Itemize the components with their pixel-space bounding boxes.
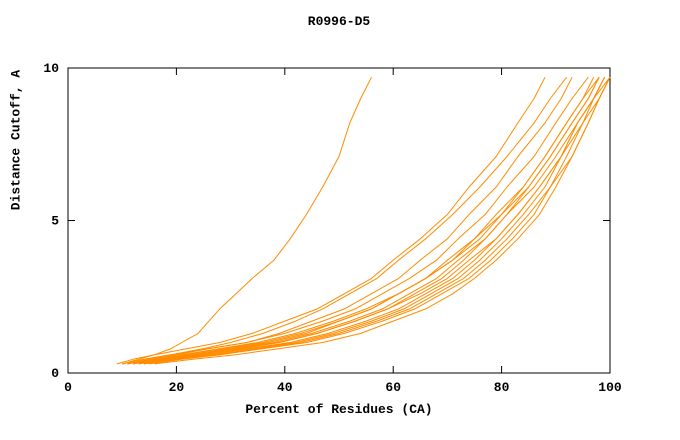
curve-12 xyxy=(149,76,611,365)
curve-6 xyxy=(122,76,589,365)
curve-7 xyxy=(138,76,600,365)
x-axis-label: Percent of Residues (CA) xyxy=(245,402,433,417)
curve-1 xyxy=(122,76,372,365)
curve-2 xyxy=(122,76,567,365)
curve-3 xyxy=(116,76,546,365)
x-tick-label: 40 xyxy=(277,380,293,395)
y-tick-label: 5 xyxy=(51,214,59,229)
curve-14 xyxy=(143,76,611,365)
chart-title: R0996-D5 xyxy=(307,14,371,29)
y-axis-label: Distance Cutoff, A xyxy=(8,69,24,211)
x-tick-label: 100 xyxy=(598,380,622,395)
x-tick-label: 0 xyxy=(64,380,72,395)
x-tick-label: 20 xyxy=(169,380,185,395)
curve-15 xyxy=(127,76,600,365)
curve-5 xyxy=(132,76,595,365)
curve-13 xyxy=(132,76,606,365)
x-tick-label: 60 xyxy=(385,380,401,395)
curve-16 xyxy=(154,76,611,365)
y-tick-label: 0 xyxy=(51,366,59,381)
y-tick-label: 10 xyxy=(43,61,59,76)
curve-10 xyxy=(143,76,606,365)
x-tick-label: 80 xyxy=(494,380,510,395)
